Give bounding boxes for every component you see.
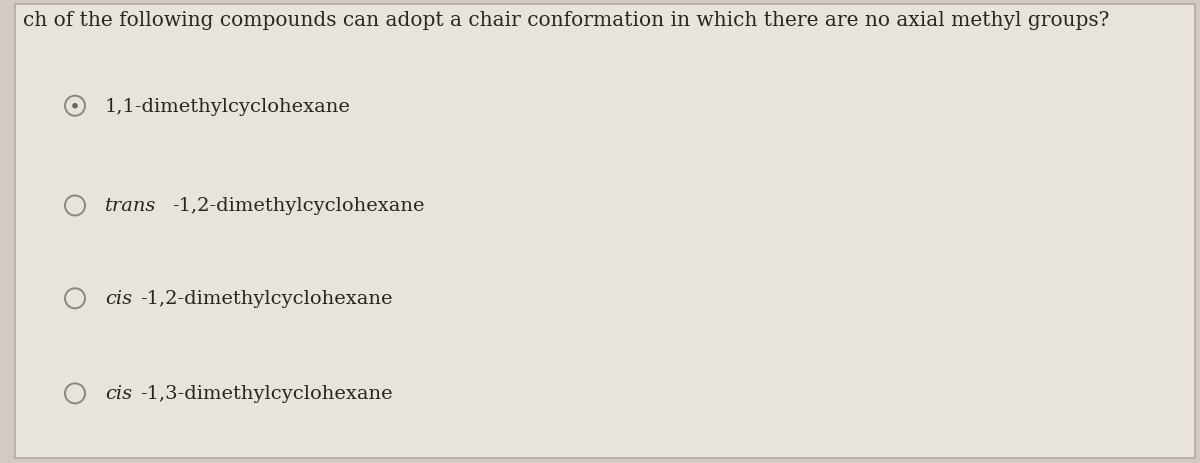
Text: cis: cis	[106, 385, 132, 402]
Text: ch of the following compounds can adopt a chair conformation in which there are : ch of the following compounds can adopt …	[23, 11, 1109, 30]
Circle shape	[65, 196, 85, 216]
Text: trans: trans	[106, 197, 156, 215]
Text: -1,2-dimethylcyclohexane: -1,2-dimethylcyclohexane	[140, 290, 392, 307]
Circle shape	[65, 383, 85, 404]
Circle shape	[65, 288, 85, 309]
FancyBboxPatch shape	[14, 5, 1195, 458]
Text: -1,2-dimethylcyclohexane: -1,2-dimethylcyclohexane	[172, 197, 425, 215]
Text: cis: cis	[106, 290, 132, 307]
Circle shape	[65, 96, 85, 117]
Text: -1,3-dimethylcyclohexane: -1,3-dimethylcyclohexane	[140, 385, 392, 402]
Circle shape	[72, 104, 78, 109]
Text: 1,1-dimethylcyclohexane: 1,1-dimethylcyclohexane	[106, 98, 350, 115]
